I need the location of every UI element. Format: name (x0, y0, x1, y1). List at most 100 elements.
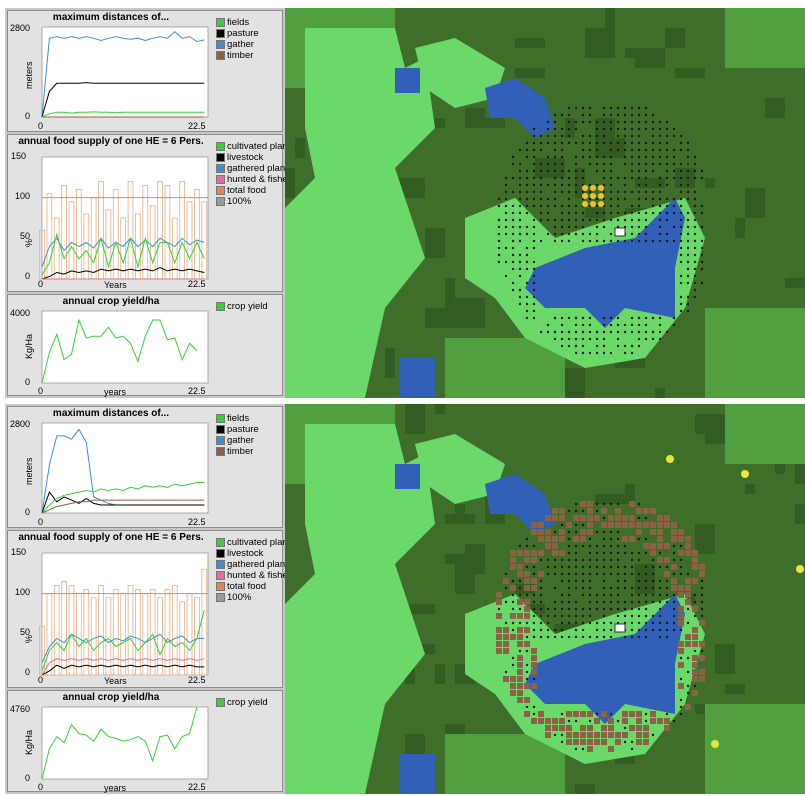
dot (532, 204, 536, 208)
dot (595, 544, 599, 548)
dot (658, 218, 662, 222)
dot (497, 260, 501, 264)
food-xmax-label: 22.5 (188, 675, 206, 685)
timber-cell (622, 536, 628, 542)
timber-cell (552, 536, 558, 542)
timber-cell (657, 522, 663, 528)
dot (581, 572, 585, 576)
timber-cell (524, 599, 530, 605)
dot (532, 295, 536, 299)
dot (602, 351, 606, 355)
dot (588, 565, 592, 569)
grassland-patch (705, 308, 805, 398)
dot (623, 106, 627, 110)
dot (616, 134, 620, 138)
dot (679, 162, 683, 166)
dot (602, 544, 606, 548)
dot (644, 120, 648, 124)
series-line-crop-yield (41, 318, 198, 384)
dot (644, 190, 648, 194)
dot (595, 337, 599, 341)
timber-cell (678, 585, 684, 591)
yield-xmax-label: 22.5 (188, 782, 206, 792)
legend-swatch (216, 197, 225, 206)
timber-cell (517, 634, 523, 640)
dot (595, 155, 599, 159)
legend-swatch (216, 29, 225, 38)
dot (574, 621, 578, 625)
timber-cell (517, 690, 523, 696)
timber-cell (587, 501, 593, 507)
timber-cell (692, 690, 698, 696)
dot (609, 351, 613, 355)
legend-swatch (216, 414, 225, 423)
dot (616, 120, 620, 124)
dot (574, 127, 578, 131)
timber-cell (692, 662, 698, 668)
timber-cell (629, 725, 635, 731)
legend-swatch (216, 142, 225, 151)
distances-ymax-label: 2800 (9, 419, 30, 429)
dot (644, 176, 648, 180)
forest-patch (445, 514, 475, 524)
dot (644, 225, 648, 229)
dot (567, 600, 571, 604)
dot (644, 232, 648, 236)
dot (560, 558, 564, 562)
legend-item: total food (216, 581, 295, 592)
dot (581, 628, 585, 632)
dot (637, 162, 641, 166)
dot (672, 197, 676, 201)
dot (525, 670, 529, 674)
timber-cell (517, 613, 523, 619)
dot (644, 141, 648, 145)
dot (574, 719, 578, 723)
dot (637, 572, 641, 576)
dot (637, 344, 641, 348)
dot (574, 558, 578, 562)
dot (560, 113, 564, 117)
dot (567, 537, 571, 541)
dot (553, 530, 557, 534)
dot (525, 190, 529, 194)
dot (623, 218, 627, 222)
dot (595, 351, 599, 355)
dot (602, 239, 606, 243)
dot (553, 190, 557, 194)
timber-cell (685, 543, 691, 549)
world-map-view[interactable] (285, 8, 805, 398)
timber-cell (552, 515, 558, 521)
world-map-view[interactable] (285, 404, 805, 794)
dot (525, 169, 529, 173)
dot (658, 141, 662, 145)
forest-patch (385, 348, 395, 378)
dot (595, 572, 599, 576)
total-food-bar (61, 581, 68, 676)
distances-y-axis-label: meters (24, 61, 34, 89)
legend-label: total food (227, 185, 267, 196)
dot (665, 211, 669, 215)
dot (616, 218, 620, 222)
dot (644, 593, 648, 597)
timber-cell (643, 732, 649, 738)
dot (609, 162, 613, 166)
dot (658, 239, 662, 243)
dot (532, 544, 536, 548)
forest-patch (705, 178, 715, 188)
dot (511, 260, 515, 264)
dot (532, 572, 536, 576)
dot (574, 600, 578, 604)
timber-cell (622, 711, 628, 717)
dot (560, 232, 564, 236)
dot (672, 607, 676, 611)
timber-cell (615, 508, 621, 514)
dot (616, 204, 620, 208)
dot (574, 586, 578, 590)
dot (525, 316, 529, 320)
dot (581, 120, 585, 124)
dot (546, 558, 550, 562)
timber-cell (636, 739, 642, 745)
dot (532, 225, 536, 229)
dot (595, 628, 599, 632)
timber-cell (692, 669, 698, 675)
